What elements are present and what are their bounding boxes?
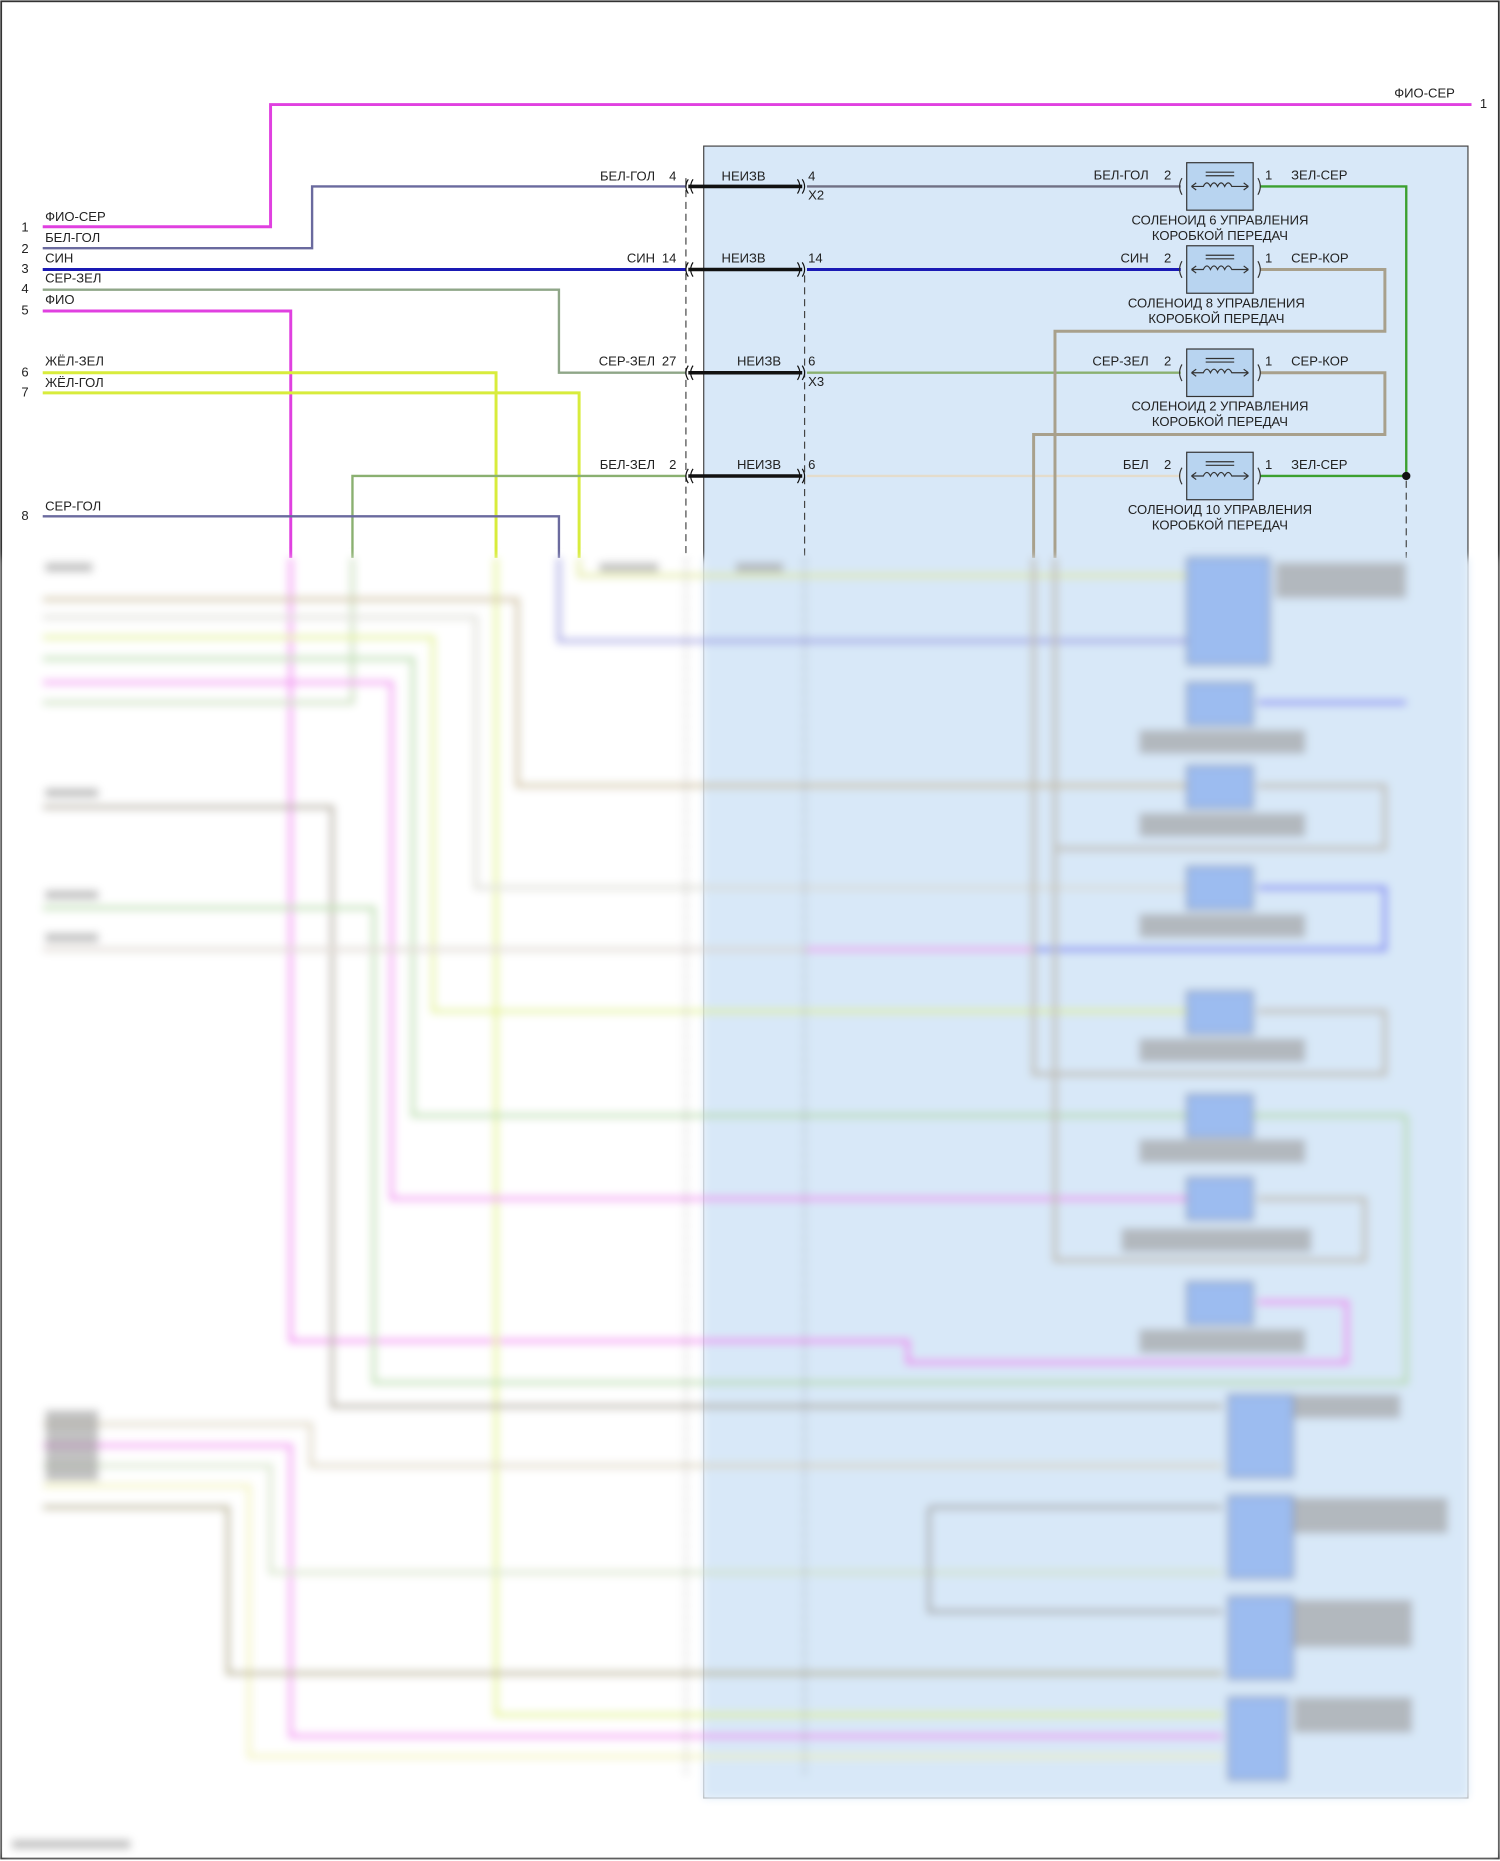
left-wires — [42, 185, 686, 558]
solenoid-icon — [1178, 348, 1261, 398]
svg-text:X3: X3 — [808, 374, 824, 389]
svg-text:БЕЛ-ЗЕЛ: БЕЛ-ЗЕЛ — [600, 457, 655, 472]
svg-text:14: 14 — [662, 250, 677, 265]
solenoid-icon — [1178, 162, 1261, 211]
svg-text:2: 2 — [1164, 250, 1171, 265]
pin-number: 1 — [21, 220, 28, 235]
svg-text:2: 2 — [1164, 167, 1171, 182]
pin-label: СЕР-ГОЛ — [45, 498, 101, 513]
left-pin-list: 1 ФИО-СЕР 2 БЕЛ-ГОЛ 3 СИН 4 СЕР-ЗЕЛ 5 ФИО 6 ЖЁ… — [21, 209, 106, 523]
solenoid-6: БЕЛ-ГОЛ 2 1 ЗЕЛ-СЕР СОЛЕНОИД 6 УПРАВЛЕНИЯК… — [1094, 162, 1348, 243]
pin-label: БЕЛ-ГОЛ — [45, 230, 100, 245]
pin-label: ФИО — [45, 292, 74, 307]
svg-text:СОЛЕНОИД 2 УПРАВЛЕНИЯ: СОЛЕНОИД 2 УПРАВЛЕНИЯ — [1131, 399, 1308, 414]
pin-number: 8 — [21, 508, 28, 523]
svg-text:4: 4 — [669, 169, 676, 184]
svg-text:1: 1 — [1265, 250, 1272, 265]
svg-text:2: 2 — [1164, 457, 1171, 472]
svg-text:6: 6 — [808, 354, 815, 369]
pin-number: 6 — [21, 364, 28, 379]
svg-text:СОЛЕНОИД 6 УПРАВЛЕНИЯ: СОЛЕНОИД 6 УПРАВЛЕНИЯ — [1131, 212, 1308, 227]
solenoid-2: СЕР-ЗЕЛ 2 1 СЕР-КОР СОЛЕНОИД 2 УПРАВЛЕНИЯК… — [1092, 348, 1349, 429]
svg-text:СОЛЕНОИД 10 УПРАВЛЕНИЯ: СОЛЕНОИД 10 УПРАВЛЕНИЯ — [1128, 502, 1312, 517]
splice-dot — [1402, 471, 1411, 481]
svg-text:СИН: СИН — [627, 250, 655, 265]
wire-top-fio-ser — [42, 103, 1472, 229]
top-wire-pin: 1 — [1480, 96, 1487, 111]
pin-label: ФИО-СЕР — [45, 209, 106, 224]
svg-text:X2: X2 — [808, 187, 824, 202]
svg-text:СЕР-КОР: СЕР-КОР — [1291, 250, 1349, 265]
svg-text:6: 6 — [808, 457, 815, 472]
svg-text:2: 2 — [669, 457, 676, 472]
pin-number: 2 — [21, 241, 28, 256]
svg-text:КОРОБКОЙ ПЕРЕДАЧ: КОРОБКОЙ ПЕРЕДАЧ — [1152, 228, 1288, 243]
svg-text:НЕИЗВ: НЕИЗВ — [737, 457, 781, 472]
pin-number: 3 — [21, 261, 28, 276]
svg-text:БЕЛ-ГОЛ: БЕЛ-ГОЛ — [1094, 167, 1149, 182]
module-wires — [806, 185, 1408, 558]
svg-text:БЕЛ: БЕЛ — [1123, 457, 1149, 472]
solenoid-8: СИН 2 1 СЕР-КОР СОЛЕНОИД 8 УПРАВЛЕНИЯКОРОБ… — [1120, 245, 1349, 326]
svg-text:1: 1 — [1265, 167, 1272, 182]
svg-text:4: 4 — [808, 169, 815, 184]
svg-text:СЕР-КОР: СЕР-КОР — [1291, 354, 1349, 369]
top-wire-label: ФИО-СЕР — [1394, 85, 1455, 100]
solenoid-icon — [1178, 451, 1261, 501]
connector-row: СИН 14 НЕИЗВ 14 — [627, 250, 823, 265]
blurred-lower-section — [2, 557, 1498, 1858]
svg-text:СЕР-ЗЕЛ: СЕР-ЗЕЛ — [599, 354, 655, 369]
svg-text:СИН: СИН — [1120, 250, 1148, 265]
svg-text:ЗЕЛ-СЕР: ЗЕЛ-СЕР — [1291, 167, 1348, 182]
connector-row: БЕЛ-ЗЕЛ 2 НЕИЗВ 6 — [600, 457, 816, 472]
svg-text:2: 2 — [1164, 354, 1171, 369]
svg-text:ЗЕЛ-СЕР: ЗЕЛ-СЕР — [1291, 457, 1348, 472]
svg-text:КОРОБКОЙ ПЕРЕДАЧ: КОРОБКОЙ ПЕРЕДАЧ — [1148, 311, 1284, 326]
svg-text:1: 1 — [1265, 354, 1272, 369]
solenoid-10: БЕЛ 2 1 ЗЕЛ-СЕР СОЛЕНОИД 10 УПРАВЛЕНИЯКОРО… — [1123, 451, 1348, 532]
connector-rows: БЕЛ-ГОЛ 4 НЕИЗВ 4 X2 СИН 14 НЕИЗВ 14 СЕР-ЗЕЛ… — [599, 169, 824, 484]
solenoid-icon — [1178, 245, 1261, 294]
svg-text:СЕР-ЗЕЛ: СЕР-ЗЕЛ — [1092, 354, 1148, 369]
svg-text:27: 27 — [662, 354, 677, 369]
svg-text:КОРОБКОЙ ПЕРЕДАЧ: КОРОБКОЙ ПЕРЕДАЧ — [1152, 517, 1288, 532]
svg-text:БЕЛ-ГОЛ: БЕЛ-ГОЛ — [600, 169, 655, 184]
svg-text:СОЛЕНОИД 8 УПРАВЛЕНИЯ: СОЛЕНОИД 8 УПРАВЛЕНИЯ — [1128, 295, 1305, 310]
pin-label: ЖЁЛ-ГОЛ — [45, 375, 104, 390]
pin-label: СИН — [45, 250, 73, 265]
pin-number: 7 — [21, 384, 28, 399]
svg-text:14: 14 — [808, 250, 823, 265]
svg-text:1: 1 — [1265, 457, 1272, 472]
pin-number: 5 — [21, 303, 28, 318]
pin-label: ЖЁЛ-ЗЕЛ — [45, 354, 104, 369]
connector-row: СЕР-ЗЕЛ 27 НЕИЗВ 6 X3 — [599, 354, 824, 389]
svg-text:НЕИЗВ: НЕИЗВ — [722, 250, 766, 265]
connector-row: БЕЛ-ГОЛ 4 НЕИЗВ 4 X2 — [600, 169, 824, 203]
svg-text:НЕИЗВ: НЕИЗВ — [737, 354, 781, 369]
pin-label: СЕР-ЗЕЛ — [45, 271, 101, 286]
pin-number: 4 — [21, 281, 28, 296]
svg-text:КОРОБКОЙ ПЕРЕДАЧ: КОРОБКОЙ ПЕРЕДАЧ — [1152, 414, 1288, 429]
svg-text:НЕИЗВ: НЕИЗВ — [722, 169, 766, 184]
